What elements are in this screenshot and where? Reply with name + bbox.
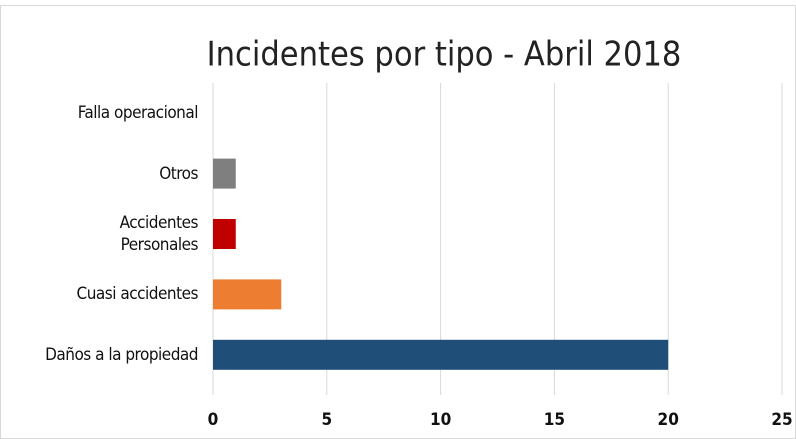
- chart-title: Incidentes por tipo - Abril 2018: [207, 35, 682, 75]
- bar: [213, 219, 236, 249]
- x-tick-label: 10: [430, 410, 451, 430]
- bar: [213, 158, 236, 189]
- y-tick-label: Accidentes Personales: [119, 213, 199, 255]
- y-tick-label: Daños a la propiedad: [45, 344, 198, 365]
- x-tick-label: 20: [658, 410, 679, 430]
- y-tick-label: Otros: [159, 163, 198, 184]
- bar: [213, 339, 669, 370]
- x-tick-label: 5: [321, 410, 332, 430]
- x-tick-label: 25: [771, 410, 792, 430]
- x-tick-label: 0: [208, 410, 219, 430]
- bar: [213, 279, 282, 310]
- x-tick-label: 15: [544, 410, 565, 430]
- y-tick-label: Falla operacional: [77, 103, 199, 124]
- y-tick-label: Cuasi accidentes: [76, 284, 199, 305]
